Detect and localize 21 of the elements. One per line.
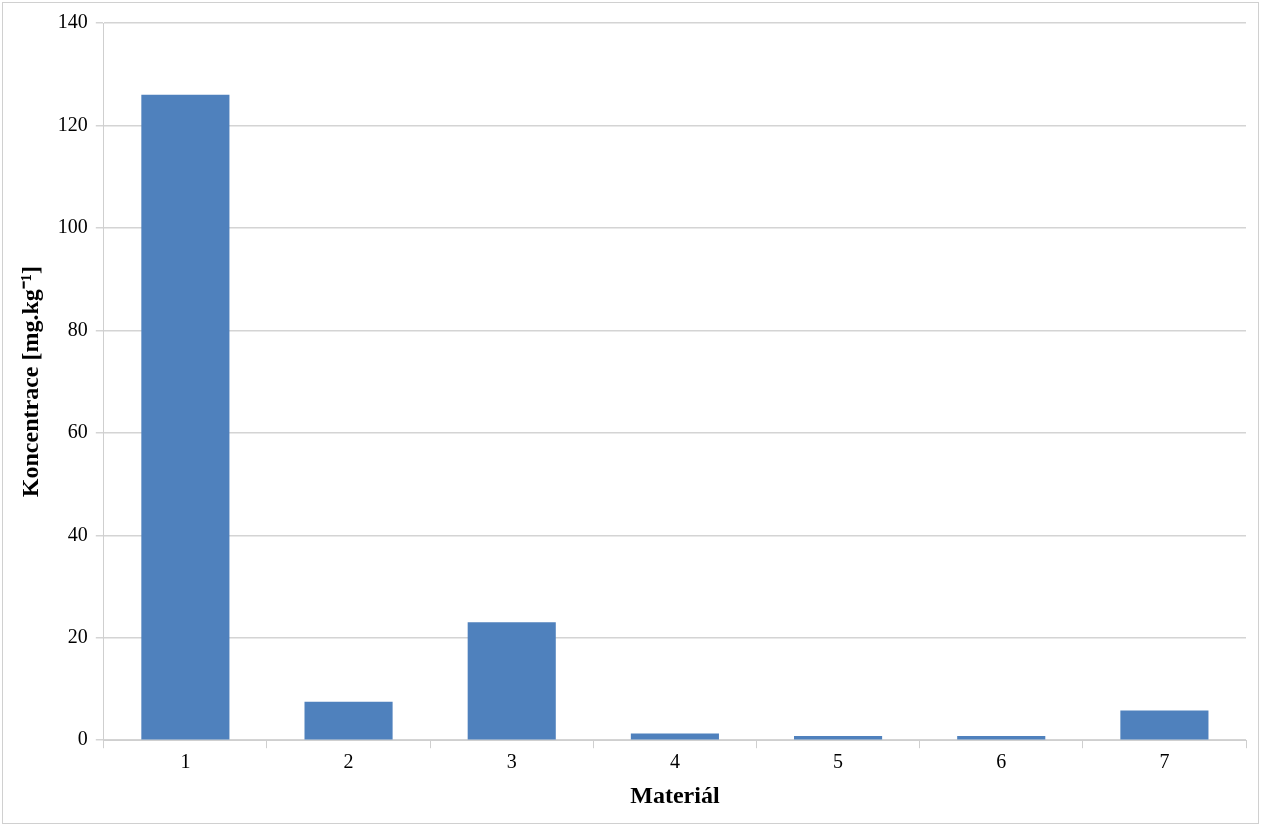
y-tick-label: 60	[67, 420, 88, 443]
bar	[467, 622, 556, 740]
y-tick-label: 140	[57, 10, 88, 33]
y-tick-label: 0	[77, 727, 88, 750]
x-tick-label: 5	[833, 750, 844, 773]
x-tick-label: 1	[180, 750, 191, 773]
y-tick-label: 120	[57, 112, 88, 135]
x-tick-label: 3	[506, 750, 517, 773]
y-tick-label: 80	[67, 317, 88, 340]
x-tick-label: 6	[996, 750, 1007, 773]
y-tick-label: 40	[67, 522, 88, 545]
y-tick-label: 100	[57, 215, 88, 238]
bar	[141, 94, 230, 740]
x-tick-label: 7	[1159, 750, 1170, 773]
x-tick-label: 4	[669, 750, 680, 773]
bar	[304, 701, 393, 740]
y-axis-title: Koncentrace [mg.kg⁻¹]	[16, 266, 43, 498]
bar	[1120, 710, 1209, 740]
x-tick-label: 2	[343, 750, 354, 773]
y-tick-label: 20	[67, 624, 88, 647]
x-axis-title: Materiál	[630, 781, 720, 808]
